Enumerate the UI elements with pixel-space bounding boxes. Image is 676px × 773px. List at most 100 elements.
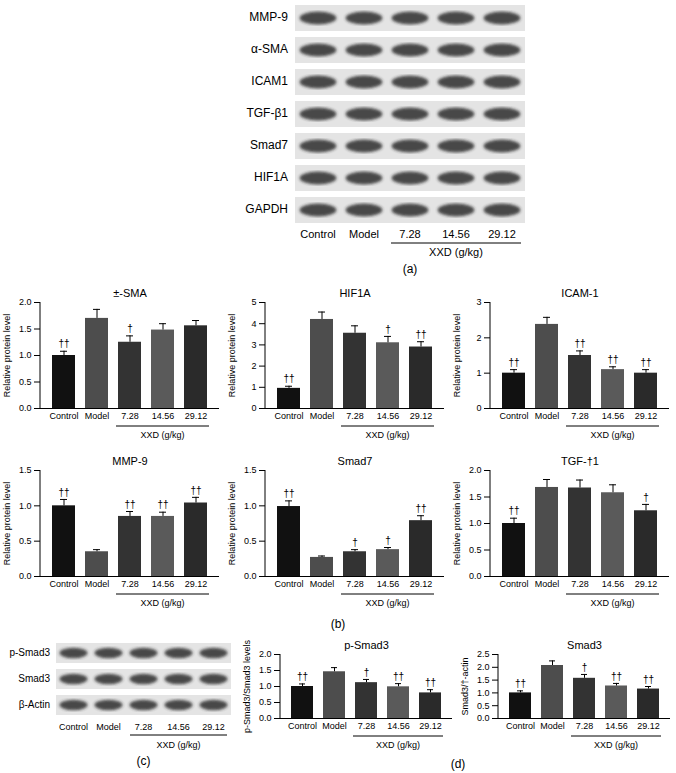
svg-text:Control: Control — [288, 721, 317, 731]
svg-text:†: † — [352, 537, 358, 548]
svg-text:Relative protein level: Relative protein level — [227, 482, 237, 566]
svg-text:1: 1 — [476, 368, 481, 378]
svg-text:0.0: 0.0 — [244, 571, 257, 581]
svg-text:Smad7: Smad7 — [250, 138, 288, 152]
svg-text:2.0: 2.0 — [477, 662, 490, 672]
svg-text:0.5: 0.5 — [469, 545, 482, 555]
svg-text:1.0: 1.0 — [469, 518, 482, 528]
svg-text:14.56: 14.56 — [605, 721, 628, 731]
svg-text:††: †† — [393, 671, 404, 682]
svg-text:Relative protein level: Relative protein level — [452, 482, 462, 566]
svg-text:†: † — [582, 662, 588, 673]
svg-text:1.0: 1.0 — [19, 350, 32, 360]
svg-text:(a): (a) — [403, 262, 418, 276]
svg-text:†: † — [127, 323, 133, 334]
svg-text:14.56: 14.56 — [602, 579, 625, 589]
svg-text:(c): (c) — [137, 754, 151, 768]
svg-text:Model: Model — [322, 721, 347, 731]
svg-text:2.0: 2.0 — [469, 465, 482, 475]
svg-text:Smad3: Smad3 — [567, 639, 602, 651]
svg-text:2.0: 2.0 — [19, 297, 32, 307]
svg-text:†: † — [385, 324, 391, 335]
svg-text:14.56: 14.56 — [152, 579, 175, 589]
svg-text:0.5: 0.5 — [477, 701, 490, 711]
svg-text:ICAM1: ICAM1 — [251, 74, 288, 88]
svg-text:2.0: 2.0 — [259, 649, 272, 659]
svg-text:Control: Control — [300, 228, 335, 240]
svg-text:p-Smad3: p-Smad3 — [9, 647, 50, 658]
svg-text:0: 0 — [476, 403, 481, 413]
svg-text:29.12: 29.12 — [637, 721, 660, 731]
svg-text:0.0: 0.0 — [19, 571, 32, 581]
svg-text:XXD (g/kg): XXD (g/kg) — [590, 598, 634, 608]
svg-text:29.12: 29.12 — [635, 579, 658, 589]
svg-text:29.12: 29.12 — [410, 579, 433, 589]
svg-text:3: 3 — [251, 340, 256, 350]
svg-text:29.12: 29.12 — [185, 411, 208, 421]
svg-text:14.56: 14.56 — [167, 722, 190, 732]
svg-text:14.56: 14.56 — [377, 411, 400, 421]
svg-text:1.5: 1.5 — [469, 492, 482, 502]
svg-text:Model: Model — [540, 721, 565, 731]
svg-text:TGF-β1: TGF-β1 — [246, 106, 288, 120]
svg-text:†: † — [385, 535, 391, 546]
svg-text:††: †† — [124, 499, 135, 510]
svg-text:TGF-†1: TGF-†1 — [561, 455, 599, 467]
svg-text:0.5: 0.5 — [19, 377, 32, 387]
svg-text:29.12: 29.12 — [488, 228, 516, 240]
svg-text:Smad3/†-actin: Smad3/†-actin — [460, 657, 470, 715]
svg-text:Model: Model — [310, 411, 335, 421]
svg-text:0.0: 0.0 — [477, 713, 490, 723]
svg-text:Relative protein level: Relative protein level — [227, 314, 237, 398]
svg-text:7.28: 7.28 — [399, 228, 420, 240]
svg-text:7.28: 7.28 — [346, 411, 364, 421]
svg-text:7.28: 7.28 — [571, 579, 589, 589]
svg-text:††: †† — [190, 485, 201, 496]
svg-text:β-Actin: β-Actin — [19, 699, 50, 710]
svg-text:HIF1A: HIF1A — [339, 287, 371, 299]
svg-text:††: †† — [297, 671, 308, 682]
svg-text:7.28: 7.28 — [346, 579, 364, 589]
svg-text:MMP-9: MMP-9 — [249, 10, 288, 24]
svg-text:1.5: 1.5 — [259, 665, 272, 675]
svg-text:7.28: 7.28 — [135, 722, 153, 732]
svg-text:XXD (g/kg): XXD (g/kg) — [156, 740, 200, 750]
svg-text:ICAM-1: ICAM-1 — [561, 287, 598, 299]
svg-text:2: 2 — [251, 361, 256, 371]
svg-text:14.56: 14.56 — [377, 579, 400, 589]
svg-text:Control: Control — [59, 722, 88, 732]
svg-text:††: †† — [643, 674, 654, 685]
svg-text:XXD (g/kg): XXD (g/kg) — [365, 598, 409, 608]
svg-text:††: †† — [415, 503, 426, 514]
svg-text:Control: Control — [506, 721, 535, 731]
svg-text:†: † — [364, 667, 370, 678]
svg-text:††: †† — [508, 357, 519, 368]
svg-text:Relative protein level: Relative protein level — [452, 314, 462, 398]
svg-text:GAPDH: GAPDH — [245, 202, 288, 216]
svg-text:7.28: 7.28 — [121, 411, 139, 421]
svg-text:p-Smad3/Smad3 levels: p-Smad3/Smad3 levels — [242, 639, 252, 733]
svg-text:2.5: 2.5 — [477, 649, 490, 659]
svg-text:††: †† — [640, 357, 651, 368]
svg-text:0.0: 0.0 — [19, 403, 32, 413]
svg-text:Control: Control — [49, 411, 78, 421]
svg-text:Model: Model — [85, 579, 110, 589]
svg-text:0.5: 0.5 — [244, 536, 257, 546]
svg-text:††: †† — [611, 671, 622, 682]
svg-text:1.0: 1.0 — [259, 681, 272, 691]
svg-text:†: † — [643, 492, 649, 503]
svg-text:Control: Control — [499, 579, 528, 589]
svg-text:Model: Model — [349, 228, 379, 240]
svg-text:XXD (g/kg): XXD (g/kg) — [140, 430, 184, 440]
svg-text:Control: Control — [274, 579, 303, 589]
svg-text:HIF1A: HIF1A — [254, 170, 288, 184]
svg-text:Model: Model — [535, 579, 560, 589]
svg-text:1: 1 — [251, 382, 256, 392]
svg-text:††: †† — [283, 488, 294, 499]
svg-text:0.0: 0.0 — [259, 713, 272, 723]
svg-text:††: †† — [283, 373, 294, 384]
svg-text:7.28: 7.28 — [571, 411, 589, 421]
svg-text:XXD (g/kg): XXD (g/kg) — [590, 430, 634, 440]
svg-text:††: †† — [58, 487, 69, 498]
svg-text:29.12: 29.12 — [185, 579, 208, 589]
